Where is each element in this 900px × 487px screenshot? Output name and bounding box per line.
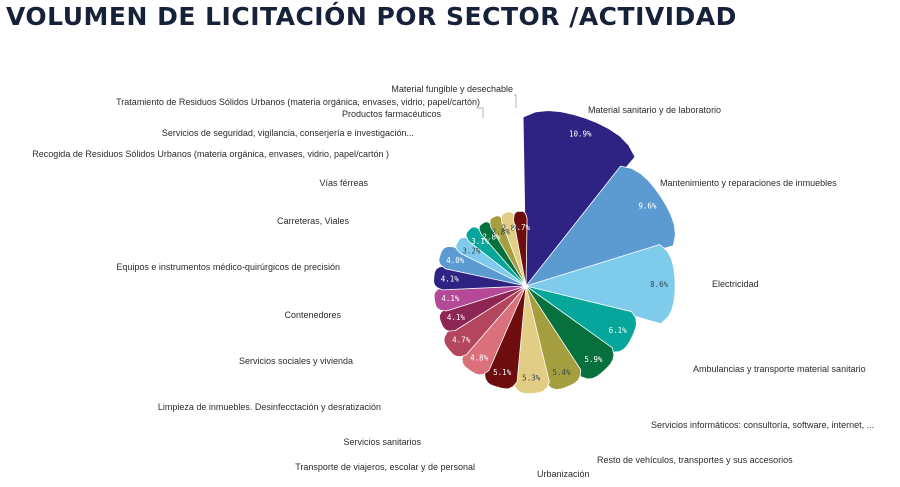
category-label-servicios-sanitarios: Servicios sanitarios — [343, 437, 421, 447]
value-label-transporte-de-viajeros-escolar-y-de-personal: 5.1% — [493, 368, 512, 377]
value-label-vias-ferreas: 3.2% — [462, 246, 481, 255]
slice-transporte-de-viajeros-escolar-y-de-personal — [484, 285, 527, 390]
category-label-mantenimiento-y-reparaciones-de-inmuebles: Mantenimiento y reparaciones de inmueble… — [660, 178, 837, 188]
value-label-servicios-sociales-y-vivienda: 4.1% — [447, 313, 466, 322]
slice-electricidad — [525, 244, 676, 325]
slice-vias-ferreas — [455, 237, 527, 287]
category-label-urbanizacion: Urbanización — [537, 469, 590, 479]
value-label-servicios-de-seguridad-vigilancia-conserjeria-e-investigacion: 2.8% — [482, 233, 501, 242]
category-label-ambulancias-y-transporte-material-sanitario: Ambulancias y transporte material sanita… — [693, 364, 866, 374]
value-label-contenedores: 4.1% — [441, 294, 460, 303]
category-label-servicios-sociales-y-vivienda: Servicios sociales y vivienda — [239, 356, 353, 366]
category-label-servicios-de-seguridad-vigilancia-conserjeria-e-investigacion: Servicios de seguridad, vigilancia, cons… — [162, 128, 414, 138]
value-label-productos-farmaceuticos: 2.8% — [492, 227, 511, 236]
value-label-material-sanitario-y-de-laboratorio: 10.9% — [569, 129, 592, 138]
category-label-material-fungible-y-desechable: Material fungible y desechable — [391, 84, 513, 94]
slice-servicios-sociales-y-vivienda — [439, 285, 527, 332]
slice-servicios-de-seguridad-vigilancia-conserjeria-e-investigacion — [478, 221, 527, 287]
slice-carreteras-viales — [438, 246, 527, 287]
category-label-material-sanitario-y-de-laboratorio: Material sanitario y de laboratorio — [588, 105, 721, 115]
slice-mantenimiento-y-reparaciones-de-inmuebles — [525, 165, 676, 287]
value-label-electricidad: 8.6% — [650, 280, 669, 289]
chart-category-labels: Material sanitario y de laboratorio Mante… — [32, 84, 874, 479]
category-label-resto-de-vehiculos-transportes-y-sus-accesorios: Resto de vehículos, transportes y sus ac… — [597, 455, 793, 465]
slice-limpieza-de-inmuebles-desinfecctacion-y-desratizacion — [443, 285, 527, 358]
value-label-equipos-e-instrumentos-medico-quirurgicos-de-precision: 4.1% — [441, 274, 460, 283]
leader-line — [476, 107, 484, 118]
value-label-carreteras-viales: 4.0% — [446, 256, 465, 265]
category-label-equipos-e-instrumentos-medico-quirurgicos-de-precision: Equipos e instrumentos médico-quirúrgico… — [116, 262, 340, 272]
slice-material-sanitario-y-de-laboratorio — [522, 110, 636, 287]
category-label-tratamiento-de-residuos-solidos-urbanos-materia-organica-envases-vidrio-papel-carton: Tratamiento de Residuos Sólidos Urbanos … — [116, 97, 480, 107]
value-label-material-fungible-y-desechable: 2.7% — [512, 223, 531, 232]
category-label-contenedores: Contenedores — [284, 310, 341, 320]
slice-servicios-sanitarios — [461, 285, 527, 376]
value-label-servicios-informaticos-consultoria-software-internet: 5.9% — [584, 355, 603, 364]
value-label-ambulancias-y-transporte-material-sanitario: 6.1% — [609, 326, 628, 335]
category-label-limpieza-de-inmuebles-desinfecctacion-y-desratizacion: Limpieza de inmuebles. Desinfecctación y… — [158, 402, 381, 412]
value-label-recogida-de-residuos-solidos-urbanos-materia-organica-envases-vidrio-papel-carton: 3.1% — [471, 237, 490, 246]
value-label-servicios-sanitarios: 4.8% — [470, 353, 489, 362]
chart-value-labels: 10.9% 9.6% 8.6% 6.1% 5.9% 5.4% 5.3% 5.1% 4.8% 4.7… — [441, 129, 669, 382]
slice-equipos-e-instrumentos-medico-quirurgicos-de-precision — [433, 265, 527, 291]
slice-resto-de-vehiculos-transportes-y-sus-accesorios — [525, 285, 582, 390]
chart-slices — [433, 110, 676, 394]
value-label-mantenimiento-y-reparaciones-de-inmuebles: 9.6% — [638, 202, 657, 211]
value-label-urbanizacion: 5.3% — [522, 374, 541, 383]
slice-urbanizacion — [513, 285, 550, 394]
category-label-recogida-de-residuos-solidos-urbanos-materia-organica-envases-vidrio-papel-carton: Recogida de Residuos Sólidos Urbanos (ma… — [32, 149, 389, 159]
slice-productos-farmaceuticos — [489, 215, 527, 287]
slice-contenedores — [433, 285, 527, 312]
category-label-transporte-de-viajeros-escolar-y-de-personal: Transporte de viajeros, escolar y de per… — [295, 462, 475, 472]
page-title: VOLUMEN DE LICITACIÓN POR SECTOR /ACTIVI… — [6, 2, 737, 31]
category-label-vias-ferreas: Vías férreas — [319, 178, 368, 188]
category-label-productos-farmaceuticos: Productos farmacéuticos — [342, 109, 442, 119]
slice-recogida-de-residuos-solidos-urbanos-materia-organica-envases-vidrio-papel-carton — [465, 226, 527, 287]
category-label-carreteras-viales: Carreteras, Viales — [277, 216, 349, 226]
slice-servicios-informaticos-consultoria-software-internet — [525, 285, 615, 380]
chart-leader-lines — [476, 94, 517, 118]
category-label-servicios-informaticos-consultoria-software-internet: Servicios informáticos: consultoría, sof… — [651, 420, 874, 430]
value-label-limpieza-de-inmuebles-desinfecctacion-y-desratizacion: 4.7% — [452, 336, 471, 345]
leader-line — [514, 94, 517, 108]
value-label-tratamiento-de-residuos-solidos-urbanos-materia-organica-envases-vidrio-papel-carton: 2.8% — [502, 224, 521, 233]
slice-material-fungible-y-desechable — [513, 210, 528, 287]
slice-tratamiento-de-residuos-solidos-urbanos-materia-organica-envases-vidrio-papel-carton — [501, 211, 527, 287]
slice-ambulancias-y-transporte-material-sanitario — [525, 285, 637, 353]
value-label-resto-de-vehiculos-transportes-y-sus-accesorios: 5.4% — [552, 368, 571, 377]
category-label-electricidad: Electricidad — [712, 279, 759, 289]
